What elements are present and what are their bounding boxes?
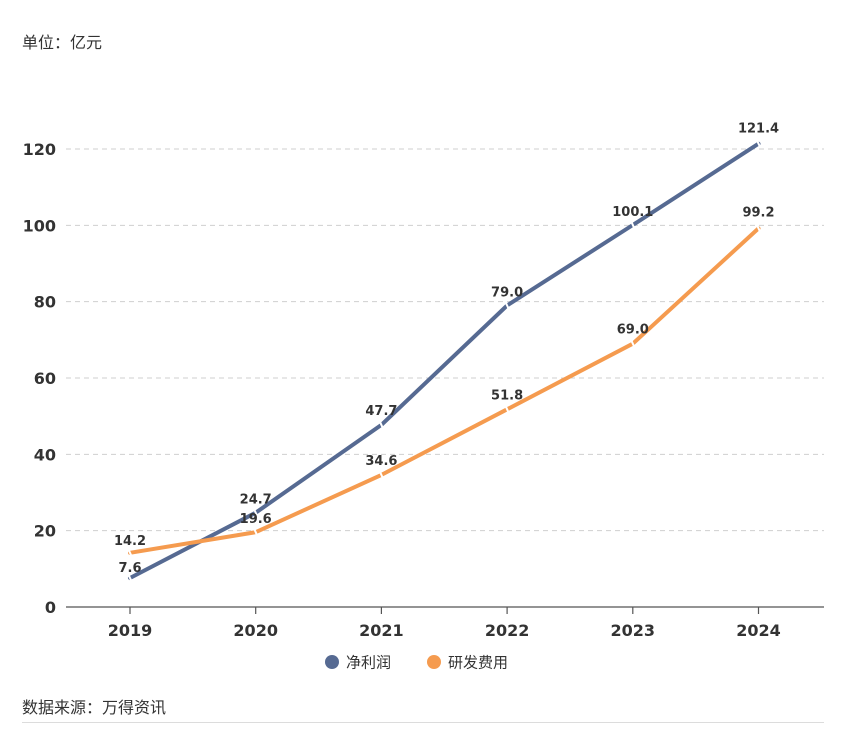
data-point-marker	[630, 340, 635, 347]
unit-label: 单位：亿元	[22, 33, 103, 52]
x-tick-label: 2019	[108, 621, 153, 640]
y-tick-label: 20	[34, 522, 56, 541]
axes: 0 20 40 60 80 100 120 2019 2020 2021 2022 2023 2024	[23, 140, 824, 640]
data-point-marker	[504, 302, 510, 309]
legend-label-2: 研发费用	[448, 654, 508, 672]
data-labels: 7.6 24.7 47.7 79.0 100.1 121.4 14.2 19.6 34.6 51.…	[114, 122, 779, 576]
data-label: 34.6	[365, 454, 397, 469]
data-label: 47.7	[365, 404, 397, 419]
legend-marker-2	[427, 655, 441, 669]
data-point-marker	[379, 421, 384, 428]
data-label: 7.6	[118, 561, 141, 576]
data-label: 24.7	[240, 493, 272, 508]
data-point-marker	[253, 529, 258, 536]
y-tick-label: 80	[34, 293, 56, 312]
y-tick-label: 0	[45, 598, 56, 617]
data-point-marker	[127, 549, 133, 556]
data-point-marker	[253, 509, 258, 516]
data-point-marker	[756, 140, 761, 147]
x-tick-label: 2020	[233, 621, 278, 640]
x-tick-label: 2024	[736, 621, 781, 640]
data-label: 79.0	[491, 285, 523, 300]
source-label: 数据来源：万得资讯	[22, 698, 167, 717]
data-label: 99.2	[742, 205, 774, 220]
data-point-marker	[756, 225, 761, 232]
legend-marker-1	[325, 655, 339, 669]
series-lines	[127, 140, 761, 582]
data-label: 121.4	[738, 122, 779, 137]
data-label: 14.2	[114, 534, 146, 549]
y-tick-label: 100	[23, 216, 56, 235]
y-tick-label: 40	[34, 445, 56, 464]
data-point-marker	[379, 471, 384, 478]
y-tick-label: 60	[34, 369, 56, 388]
legend: 净利润 研发费用	[325, 654, 508, 672]
data-point-marker	[127, 574, 133, 582]
bottom-divider	[22, 722, 824, 723]
data-label: 69.0	[617, 323, 649, 338]
series-line-2	[128, 226, 761, 555]
x-tick-label: 2023	[611, 621, 656, 640]
data-point-marker	[630, 221, 635, 228]
x-tick-label: 2021	[359, 621, 404, 640]
data-label: 51.8	[491, 388, 523, 403]
grid-lines	[66, 148, 824, 532]
x-tick-label: 2022	[485, 621, 530, 640]
data-point-marker	[504, 406, 510, 413]
data-label: 100.1	[612, 205, 653, 220]
legend-label-1: 净利润	[346, 654, 391, 672]
data-label: 19.6	[240, 512, 272, 527]
y-tick-label: 120	[23, 140, 56, 159]
series-line-1	[128, 141, 761, 580]
